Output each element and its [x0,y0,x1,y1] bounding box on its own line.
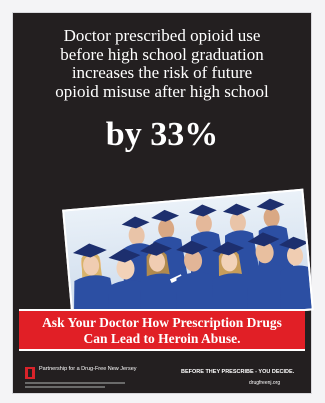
call-to-action-banner: Ask Your Doctor How Prescription Drugs C… [19,309,305,351]
headline-line-2: before high school graduation [60,44,264,64]
headline-line-3: increases the risk of future [71,63,253,82]
poster: Doctor prescribed opioid use before high… [13,13,314,393]
campaign-tagline: BEFORE THEY PRESCRIBE - YOU DECIDE. [181,369,295,375]
website-link[interactable]: drugfreenj.org [249,380,281,386]
headline-line-4: opioid misuse after high school [55,81,269,101]
partnership-logo-icon [25,367,35,379]
headline-line-1: Doctor prescribed opioid use [63,26,261,45]
fine-print [25,382,135,388]
organization-name: Partnership for a Drug-Free New Jersey [39,366,137,372]
banner-line-2: Can Lead to Heroin Abuse. [83,331,241,346]
headline: Doctor prescribed opioid use before high… [13,26,311,101]
risk-statistic: by 33% [105,116,219,153]
footer: Partnership for a Drug-Free New Jersey B… [13,359,311,393]
banner-line-1: Ask Your Doctor How Prescription Drugs [42,315,282,330]
